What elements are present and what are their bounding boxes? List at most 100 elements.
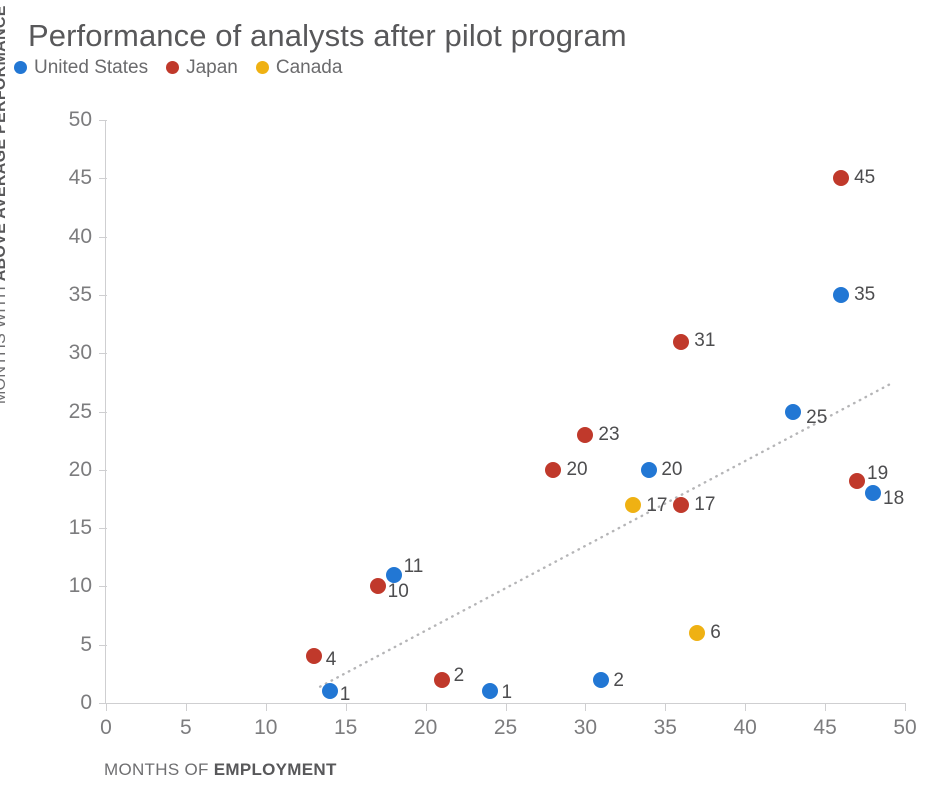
legend-item-label: Canada <box>275 57 343 78</box>
x-tick <box>265 703 267 711</box>
y-axis-title-plain: MONTHS WITH <box>0 286 9 404</box>
data-point-label: 17 <box>694 493 716 515</box>
data-point-label: 23 <box>598 423 620 445</box>
legend-item-label: United States <box>34 57 149 78</box>
y-tick-label: 10 <box>68 574 92 598</box>
data-point-label: 11 <box>403 555 424 577</box>
data-point[interactable] <box>385 566 402 583</box>
y-tick-label: 5 <box>80 632 92 656</box>
x-axis-title-plain: MONTHS OF <box>104 760 214 779</box>
x-tick <box>905 703 906 711</box>
data-point[interactable] <box>321 683 338 700</box>
data-point-label: 17 <box>646 494 668 516</box>
data-point-label: 10 <box>387 581 409 603</box>
x-tick-label: 0 <box>100 716 112 739</box>
data-point[interactable] <box>369 578 386 595</box>
data-point[interactable] <box>641 461 658 478</box>
data-point[interactable] <box>865 485 882 502</box>
x-tick-label: 30 <box>573 716 598 739</box>
y-tick <box>99 644 107 646</box>
y-tick-label: 20 <box>68 457 92 481</box>
x-tick-label: 10 <box>254 716 278 739</box>
x-tick-label: 15 <box>334 716 358 739</box>
x-tick-label: 40 <box>733 716 757 739</box>
x-tick-label: 25 <box>493 716 518 739</box>
data-point[interactable] <box>545 461 562 478</box>
x-axis-title: MONTHS OF EMPLOYMENT <box>104 760 337 780</box>
y-tick-label: 50 <box>68 108 92 131</box>
data-point[interactable] <box>433 671 450 688</box>
data-point[interactable] <box>593 671 610 688</box>
data-point-label: 35 <box>854 283 876 305</box>
data-point[interactable] <box>625 496 642 513</box>
chart-title: Performance of analysts after pilot prog… <box>28 18 627 53</box>
y-tick <box>99 294 107 296</box>
x-tick-label: 5 <box>180 716 192 739</box>
y-tick-label: 45 <box>68 166 92 190</box>
data-point-label: 1 <box>501 682 513 704</box>
x-tick-label: 20 <box>413 716 438 739</box>
data-point[interactable] <box>673 496 690 513</box>
x-axis-title-bold: EMPLOYMENT <box>213 760 337 779</box>
circle-marker-icon <box>255 61 269 74</box>
data-point[interactable] <box>305 648 322 665</box>
data-point-label: 4 <box>325 649 337 671</box>
data-point-label: 6 <box>710 622 721 644</box>
legend-item-japan[interactable]: Japan <box>166 58 238 77</box>
data-point[interactable] <box>785 403 802 420</box>
x-tick-label: 35 <box>653 716 677 739</box>
x-tick <box>345 703 347 711</box>
x-tick-label: 45 <box>813 716 837 739</box>
y-tick <box>99 120 107 121</box>
x-tick <box>185 703 187 711</box>
x-tick <box>745 703 747 711</box>
data-point-label: 18 <box>883 488 905 510</box>
y-tick-label: 25 <box>68 399 92 423</box>
y-tick-label: 40 <box>68 224 92 248</box>
y-tick <box>99 586 107 588</box>
x-tick <box>665 703 667 711</box>
data-point[interactable] <box>849 473 866 490</box>
x-tick <box>505 703 507 711</box>
data-point[interactable] <box>673 333 690 350</box>
data-point-label: 20 <box>661 458 683 480</box>
y-tick-label: 0 <box>80 691 92 714</box>
data-point-label: 2 <box>613 669 624 691</box>
data-point[interactable] <box>577 426 594 443</box>
y-tick-label: 35 <box>68 282 92 306</box>
data-point[interactable] <box>833 170 850 187</box>
data-point[interactable] <box>689 625 706 642</box>
y-axis-title-bold: ABOVE AVERAGE PERFORMANCE <box>0 5 9 282</box>
legend-item-canada[interactable]: Canada <box>255 57 343 78</box>
data-point[interactable] <box>481 683 498 700</box>
x-tick <box>425 703 427 711</box>
y-axis-title: MONTHS WITH ABOVE AVERAGE PERFORMANCE <box>0 5 10 404</box>
y-tick <box>99 236 107 238</box>
data-point-label: 20 <box>566 458 588 480</box>
data-point[interactable] <box>833 286 850 303</box>
legend-item-label: Japan <box>186 57 238 78</box>
y-tick-label: 30 <box>68 341 92 365</box>
x-tick-label: 50 <box>893 716 917 739</box>
y-tick <box>99 411 107 413</box>
y-tick <box>99 703 107 704</box>
data-point-label: 19 <box>867 463 889 485</box>
circle-marker-icon <box>14 61 27 74</box>
data-point-label: 31 <box>694 329 716 351</box>
data-point-label: 2 <box>453 664 465 686</box>
y-tick <box>99 469 107 471</box>
x-tick <box>825 703 827 711</box>
circle-marker-icon <box>166 61 180 74</box>
x-tick <box>106 703 107 711</box>
data-point-label: 25 <box>806 406 828 428</box>
x-tick <box>585 703 587 711</box>
chart-legend: United States Japan Canada <box>14 58 342 77</box>
y-tick-label: 15 <box>68 516 92 540</box>
y-tick <box>99 528 107 530</box>
data-point-label: 1 <box>339 684 351 706</box>
y-tick <box>99 353 107 355</box>
legend-item-united-states[interactable]: United States <box>14 58 148 77</box>
data-point-label: 45 <box>854 167 876 189</box>
y-tick <box>99 178 107 180</box>
